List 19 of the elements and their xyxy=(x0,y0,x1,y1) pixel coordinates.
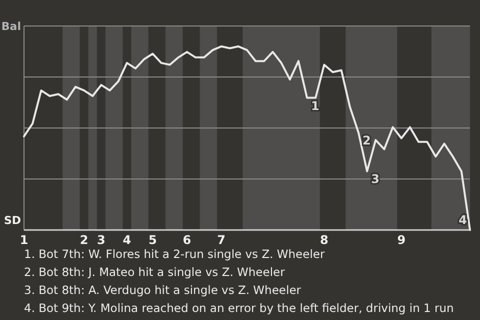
x-tick-label: 6 xyxy=(182,233,192,247)
text: 1. Bot 7th: W. Flores hit a 2-run single vs Z. Wheeler xyxy=(24,247,325,261)
x-tick-label: 9 xyxy=(397,233,406,247)
text: Bal xyxy=(1,20,21,33)
annotation: 3 xyxy=(371,172,380,186)
annotation: 1 xyxy=(311,98,320,113)
x-tick-label: 8 xyxy=(320,233,328,247)
text: 2. Bot 8th: J. Mateo hit a single vs Z. Wheeler xyxy=(24,265,286,279)
x-tick-label: 2 xyxy=(80,233,88,247)
text: 4. Bot 9th: Y. Molina reached on an error by the left fielder, driving in 1 run xyxy=(24,301,454,315)
x-tick-label: 5 xyxy=(148,233,157,247)
annotation: 2 xyxy=(362,134,371,148)
text: 3. Bot 8th: A. Verdugo hit a single vs Z. Wheeler xyxy=(24,283,302,297)
annotation: 4 xyxy=(458,213,467,227)
x-tick-label: 3 xyxy=(97,233,106,247)
text: SD xyxy=(4,214,21,227)
x-tick-label: 7 xyxy=(217,233,226,247)
x-tick-label: 1 xyxy=(20,233,28,247)
x-tick-label: 4 xyxy=(122,233,132,247)
